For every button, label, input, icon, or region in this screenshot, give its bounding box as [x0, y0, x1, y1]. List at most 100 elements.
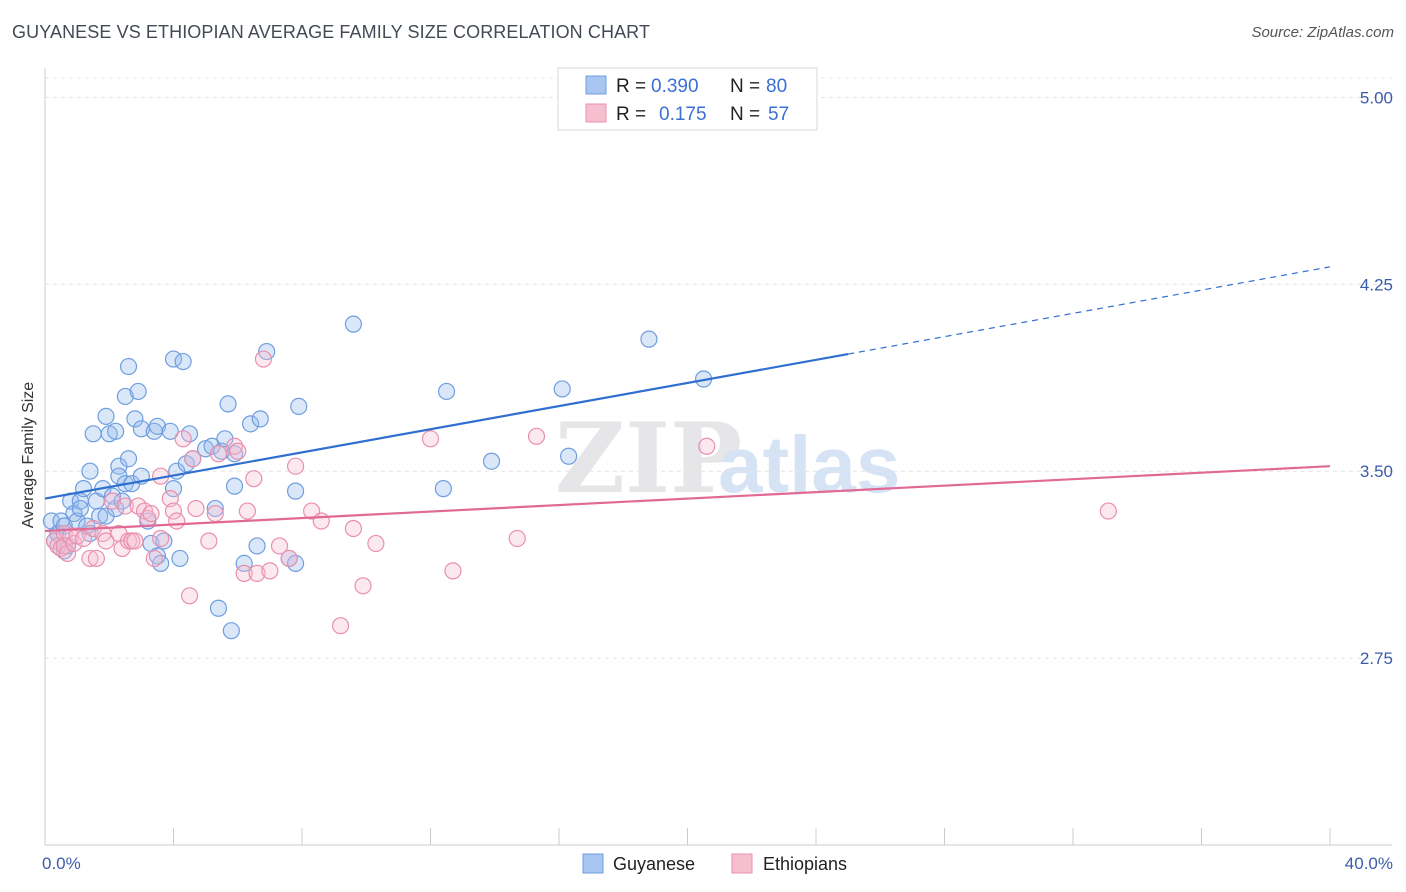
point-ethiopians-45	[254, 350, 273, 368]
y-tick-label-3: 5.00	[1360, 88, 1393, 107]
point-guyanese-14	[81, 462, 99, 480]
point-guyanese-60	[219, 395, 237, 413]
point-guyanese-57	[209, 599, 228, 617]
point-ethiopians-46	[261, 562, 279, 580]
legend-n-label-0: N =	[730, 76, 760, 97]
point-guyanese-56	[206, 499, 224, 518]
point-ethiopians-5	[58, 544, 77, 563]
point-ethiopians-14	[97, 532, 115, 550]
point-guyanese-63	[225, 477, 244, 495]
point-ethiopians-35	[187, 499, 205, 518]
point-guyanese-75	[434, 480, 452, 498]
point-guyanese-30	[116, 387, 134, 406]
point-ethiopians-31	[168, 512, 186, 530]
point-guyanese-50	[174, 352, 192, 371]
point-ethiopians-55	[367, 534, 385, 553]
point-ethiopians-49	[286, 457, 305, 475]
point-guyanese-74	[437, 382, 456, 401]
bottom-legend-ethiopians: Ethiopians	[763, 854, 847, 874]
y-tick-label-1: 3.50	[1360, 462, 1393, 481]
watermark-atlas: atlas	[718, 420, 900, 509]
point-guyanese-73	[344, 315, 362, 333]
x-tick-label-max: 40.0%	[1345, 854, 1393, 873]
legend-r-value-1: 0.175	[659, 104, 707, 125]
point-ethiopians-54	[354, 577, 372, 595]
legend-n-label-1: N =	[730, 104, 760, 125]
point-ethiopians-53	[344, 519, 362, 538]
point-guyanese-49	[171, 549, 189, 568]
point-guyanese-44	[155, 532, 173, 550]
point-ethiopians-48	[280, 549, 298, 568]
point-guyanese-66	[248, 537, 266, 555]
source-label: Source: ZipAtlas.com	[1251, 24, 1394, 41]
point-ethiopians-27	[152, 529, 170, 548]
trend-line-ethiopians	[44, 465, 1331, 533]
point-ethiopians-52	[331, 617, 350, 635]
point-ethiopians-58	[508, 529, 526, 548]
series-legend: Guyanese Ethiopians	[582, 853, 847, 874]
point-ethiopians-10	[81, 549, 99, 568]
bottom-legend-swatch-ethiopians	[731, 853, 753, 874]
legend-r-label-1: R =	[616, 104, 646, 125]
point-guyanese-35	[129, 382, 147, 401]
axes	[44, 68, 1392, 846]
point-guyanese-16	[84, 425, 102, 443]
y-axis-title: Average Family Size	[20, 382, 37, 529]
y-tick-label-0: 2.75	[1360, 649, 1393, 668]
point-ethiopians-18	[116, 497, 134, 515]
bottom-legend-swatch-guyanese	[582, 853, 604, 874]
point-guyanese-71	[286, 482, 305, 500]
trend-line-guyanese	[44, 352, 849, 500]
point-guyanese-32	[119, 450, 138, 468]
trend-line-dashed-guyanese	[848, 266, 1331, 355]
correlation-legend: R = 0.390 N = 80 R = 0.175 N = 57	[557, 67, 818, 131]
point-ethiopians-57	[444, 562, 462, 580]
point-guyanese-25	[107, 422, 125, 440]
point-guyanese-34	[126, 410, 144, 428]
point-guyanese-28	[113, 492, 131, 510]
point-guyanese-78	[560, 447, 578, 465]
point-ethiopians-33	[180, 587, 199, 605]
point-guyanese-65	[242, 415, 260, 433]
point-ethiopians-44	[248, 564, 266, 582]
point-ethiopians-37	[206, 504, 224, 523]
legend-n-value-1: 57	[768, 104, 789, 125]
point-ethiopians-47	[270, 537, 289, 555]
point-ethiopians-30	[164, 502, 183, 520]
point-guyanese-77	[553, 380, 571, 398]
point-ethiopians-51	[312, 512, 330, 530]
point-ethiopians-32	[174, 430, 192, 448]
bottom-legend-guyanese: Guyanese	[613, 854, 695, 874]
point-ethiopians-43	[245, 470, 263, 488]
point-guyanese-41	[148, 417, 167, 435]
point-ethiopians-26	[145, 549, 163, 568]
point-ethiopians-56	[421, 430, 440, 448]
legend-r-value-0: 0.390	[651, 76, 699, 97]
chart-title: GUYANESE VS ETHIOPIAN AVERAGE FAMILY SIZ…	[12, 22, 651, 42]
point-ethiopians-25	[142, 504, 160, 523]
point-ethiopians-38	[209, 445, 228, 463]
y-tick-labels: 2.75 3.50 4.25 5.00	[1360, 88, 1393, 668]
watermark-zip: ZIP	[555, 402, 742, 515]
point-guyanese-31	[119, 357, 138, 376]
point-guyanese-45	[161, 422, 179, 440]
point-ethiopians-21	[126, 532, 144, 550]
point-guyanese-61	[222, 622, 240, 640]
point-guyanese-67	[251, 410, 269, 428]
x-tick-label-min: 0.0%	[42, 854, 81, 873]
point-ethiopians-36	[200, 532, 218, 550]
point-guyanese-64	[235, 554, 253, 572]
point-guyanese-21	[97, 407, 115, 425]
point-guyanese-12	[74, 480, 93, 498]
legend-swatch-ethiopians	[585, 103, 607, 123]
point-ethiopians-40	[229, 442, 247, 460]
legend-n-value-0: 80	[766, 76, 787, 97]
point-ethiopians-60	[698, 437, 716, 455]
point-guyanese-11	[71, 499, 89, 518]
point-ethiopians-15	[103, 492, 122, 510]
point-guyanese-76	[482, 452, 501, 470]
legend-swatch-guyanese	[585, 75, 607, 95]
x-tick-labels: 0.0% 40.0%	[42, 854, 1393, 873]
legend-r-label-0: R =	[616, 76, 646, 97]
